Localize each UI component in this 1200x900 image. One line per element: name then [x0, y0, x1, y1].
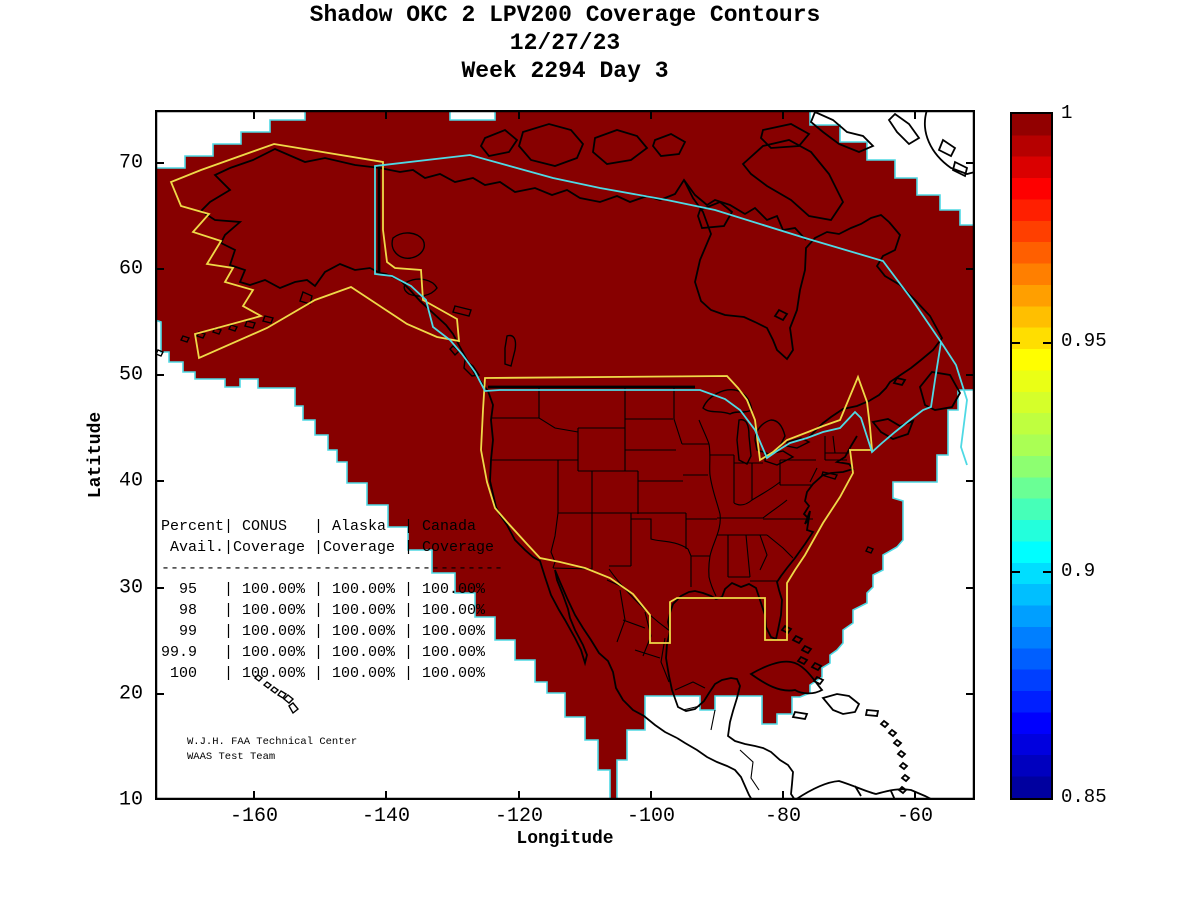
y-tick-label: 50 — [118, 363, 143, 387]
colorbar-tick-label: 0.95 — [1061, 330, 1107, 352]
coverage-contour-cyan — [374, 154, 968, 466]
colorbar-tick — [1012, 342, 1020, 344]
arctic-coastline — [379, 167, 807, 241]
title-line-1: Shadow OKC 2 LPV200 Coverage Contours — [309, 2, 821, 28]
x-tick-label: -160 — [229, 805, 279, 828]
title-line-2: 12/27/23 — [509, 30, 621, 56]
table-line: 99.9 | 100.00% | 100.00% | 100.00% — [161, 644, 486, 661]
x-ticks-bottom — [253, 791, 916, 800]
colorbar-gradient — [1012, 114, 1051, 798]
table-line: Avail.|Coverage |Coverage | Coverage — [161, 539, 495, 556]
coverage-table: Percent| CONUS | Alaska | Canada Avail.|… — [161, 516, 503, 684]
greenland-coastline — [924, 110, 975, 178]
east-canada-coastline — [808, 221, 944, 438]
central-america-pacific-coastline — [676, 737, 753, 800]
great-lakes — [702, 389, 839, 480]
credit-text: W.J.H. FAA Technical Center WAAS Test Tea… — [187, 735, 357, 765]
conus-contour — [480, 374, 873, 644]
y-tick-label: 60 — [118, 257, 143, 281]
colorbar-tick-label: 1 — [1061, 102, 1073, 124]
south-america-coastline — [794, 780, 934, 800]
newfoundland-coastline — [892, 371, 962, 411]
colorbar-tick-label: 0.85 — [1061, 786, 1107, 808]
northern-lakes — [391, 232, 517, 367]
title-line-3: Week 2294 Day 3 — [461, 58, 669, 84]
alaska-contour — [169, 143, 461, 360]
plot-border — [155, 110, 975, 800]
x-ticks-top — [253, 110, 916, 119]
y-tick-label: 40 — [118, 469, 143, 493]
y-ticks-left — [155, 162, 164, 695]
y-axis-label: Latitude — [86, 411, 106, 499]
x-tick-label: -80 — [764, 805, 802, 828]
coverage-contours-yellow — [169, 143, 873, 644]
y-tick-label: 10 — [118, 788, 143, 812]
colorbar-tick-label: 0.9 — [1061, 560, 1096, 582]
axis-ticks — [155, 110, 975, 800]
table-line: 98 | 100.00% | 100.00% | 100.00% — [161, 602, 486, 619]
colorbar — [1010, 112, 1053, 800]
page-title: Shadow OKC 2 LPV200 Coverage Contours 12/… — [155, 1, 975, 85]
hudson-bay-coastline — [683, 179, 890, 361]
table-line: 95 | 100.00% | 100.00% | 100.00% — [161, 581, 486, 598]
mexico-state-borders — [606, 579, 760, 791]
colorbar-tick — [1043, 342, 1051, 344]
alaska-coastline — [199, 148, 489, 392]
y-tick-label: 30 — [118, 576, 143, 600]
x-tick-label: -120 — [494, 805, 544, 828]
x-axis-label: Longitude — [516, 829, 614, 849]
table-line: 99 | 100.00% | 100.00% | 100.00% — [161, 623, 486, 640]
table-line: -------------------------------------- — [161, 560, 504, 577]
caribbean-islands — [749, 624, 911, 795]
canada-us-border — [377, 166, 695, 389]
table-line: 100 | 100.00% | 100.00% | 100.00% — [161, 665, 486, 682]
colorbar-tick — [1043, 571, 1051, 573]
island-dots — [155, 291, 874, 715]
canada-contour-newfoundland — [940, 341, 968, 466]
coverage-map-svg — [155, 110, 975, 800]
arctic-islands — [479, 110, 921, 229]
table-line: Percent| CONUS | Alaska | Canada — [161, 518, 477, 535]
credit-line-1: W.J.H. FAA Technical Center — [187, 736, 358, 748]
y-tick-label: 70 — [118, 151, 143, 175]
map-plot — [155, 110, 975, 800]
nova-scotia-coastline — [871, 418, 915, 440]
y-tick-label: 20 — [118, 682, 143, 706]
canada-contour — [374, 154, 942, 460]
x-tick-label: -100 — [626, 805, 676, 828]
x-tick-label: -140 — [361, 805, 411, 828]
colorbar-tick — [1012, 571, 1020, 573]
coverage-region — [155, 110, 975, 800]
x-tick-label: -60 — [896, 805, 934, 828]
credit-line-2: WAAS Test Team — [187, 751, 276, 763]
y-ticks-right — [966, 162, 975, 695]
